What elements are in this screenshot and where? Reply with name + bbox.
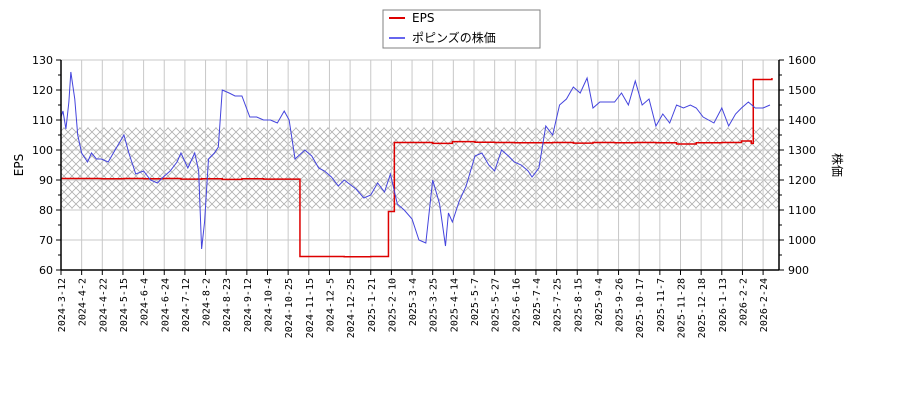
x-tick-label: 2024-10-4 — [264, 278, 275, 332]
stock-price-line — [61, 71, 771, 250]
x-tick-label: 2025-3-25 — [429, 278, 440, 332]
x-tick-label: 2024-6-4 — [140, 278, 151, 326]
x-tick-label: 2025-9-26 — [615, 278, 626, 332]
x-tick-label: 2025-5-27 — [491, 278, 502, 332]
left-tick-label: 110 — [32, 114, 53, 127]
left-tick-label: 130 — [32, 54, 53, 67]
left-axis-title: EPS — [12, 154, 26, 176]
left-tick-label: 100 — [32, 144, 53, 157]
right-tick-label: 1500 — [788, 84, 816, 97]
x-tick-label: 2024-5-15 — [119, 278, 130, 332]
axes: 60 70 80 90 100 110 120 130 900 1000 1100 1200 1300 1… — [32, 54, 816, 338]
left-tick-label: 90 — [39, 174, 53, 187]
left-tick-label: 80 — [39, 204, 53, 217]
legend: EPS ポピンズの株価 — [382, 9, 541, 49]
x-tick-label: 2024-8-23 — [222, 278, 233, 332]
right-tick-label: 1300 — [788, 144, 816, 157]
x-tick-label: 2024-10-25 — [284, 278, 295, 338]
legend-box — [382, 9, 541, 49]
series-lines — [61, 71, 773, 258]
x-tick-label: 2025-10-17 — [635, 278, 646, 338]
right-axis-title: 株価 — [830, 153, 845, 177]
x-tick-label: 2024-12-25 — [346, 278, 357, 338]
x-tick-label: 2025-11-28 — [677, 278, 688, 338]
right-tick-label: 900 — [788, 264, 809, 277]
x-tick-label: 2025-7-25 — [553, 278, 564, 332]
right-tick-label: 1200 — [788, 174, 816, 187]
left-tick-label: 70 — [39, 234, 53, 247]
x-tick-label: 2025-12-18 — [697, 278, 708, 338]
left-tick-label: 60 — [39, 264, 53, 277]
right-tick-label: 1000 — [788, 234, 816, 247]
shaded-band — [61, 127, 779, 209]
x-tick-label: 2026-1-13 — [718, 278, 729, 332]
x-tick-label: 2024-4-22 — [98, 278, 109, 332]
x-tick-label: 2025-7-4 — [532, 278, 543, 326]
x-tick-label: 2024-11-15 — [305, 278, 316, 338]
x-tick-label: 2024-9-12 — [243, 278, 254, 332]
right-tick-label: 1400 — [788, 114, 816, 127]
x-tick-label: 2024-3-12 — [57, 278, 68, 332]
x-tick-label: 2024-7-12 — [181, 278, 192, 332]
hatch-band — [61, 127, 779, 209]
x-tick-label: 2025-5-7 — [470, 278, 481, 326]
legend-stock-label: ポピンズの株価 — [412, 30, 496, 45]
x-tick-label: 2024-6-24 — [160, 278, 171, 332]
x-tick-label: 2025-9-4 — [594, 278, 605, 326]
x-tick-label: 2024-4-2 — [78, 278, 89, 326]
x-tick-label: 2024-12-5 — [325, 278, 336, 332]
right-tick-label: 1600 — [788, 54, 816, 67]
x-tick-label: 2024-8-2 — [202, 278, 213, 326]
x-tick-label: 2025-2-10 — [387, 278, 398, 332]
x-tick-label: 2025-11-7 — [656, 278, 667, 332]
x-tick-label: 2026-2-2 — [738, 278, 749, 326]
right-tick-label: 1100 — [788, 204, 816, 217]
left-tick-label: 120 — [32, 84, 53, 97]
eps-line — [61, 78, 773, 258]
legend-eps-label: EPS — [412, 11, 434, 25]
x-tick-label: 2025-8-15 — [573, 278, 584, 332]
x-tick-label: 2025-3-4 — [408, 278, 419, 326]
x-tick-label: 2026-2-24 — [759, 278, 770, 332]
x-tick-label: 2025-6-16 — [511, 278, 522, 332]
x-tick-label: 2025-4-14 — [449, 278, 460, 332]
x-tick-label: 2025-1-21 — [367, 278, 378, 332]
